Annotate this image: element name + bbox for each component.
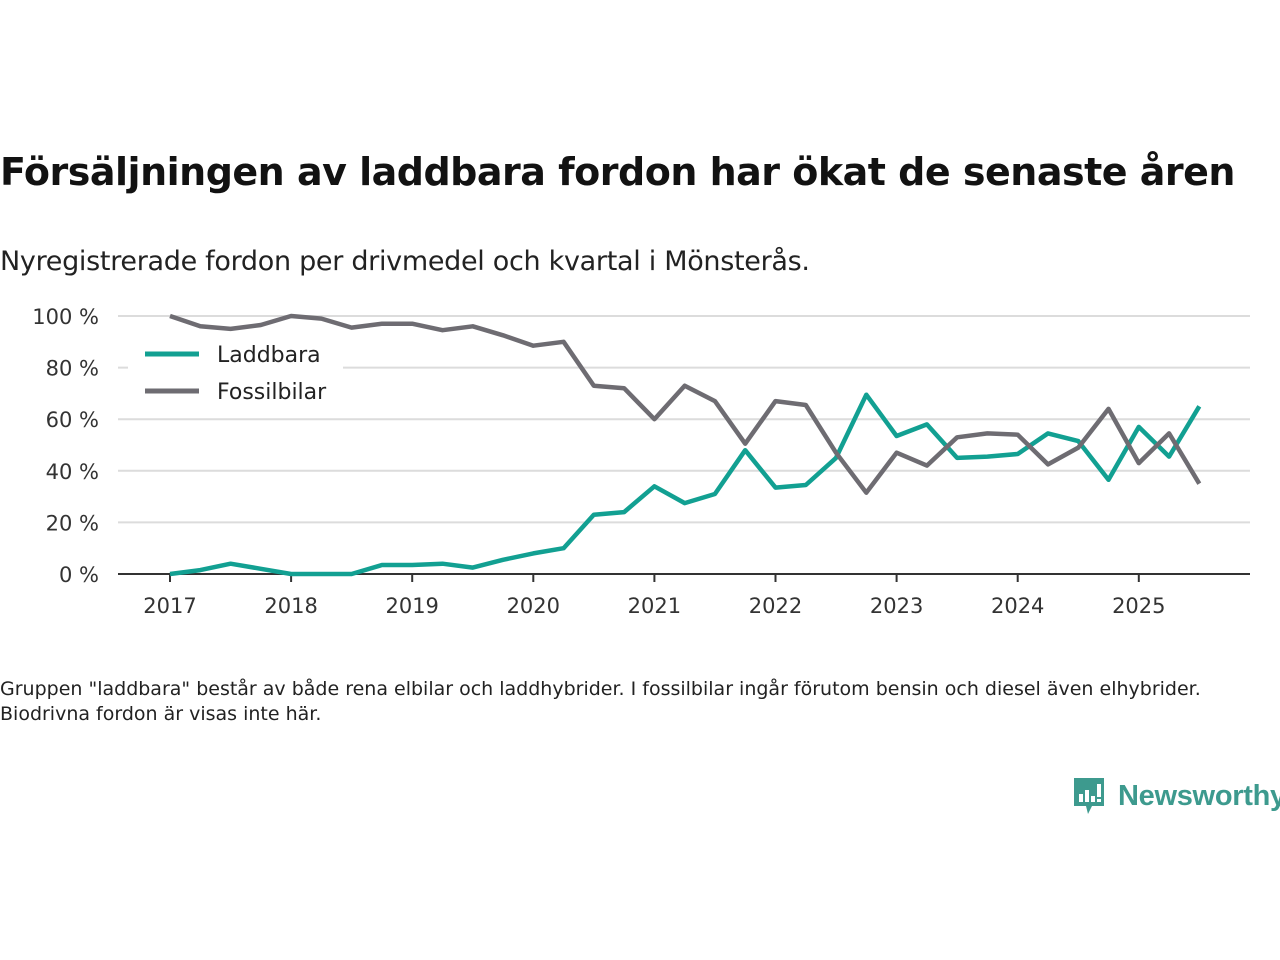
x-tick-label: 2025	[1112, 594, 1165, 618]
line-chart: 0 % 20 % 40 % 60 % 80 % 100 % 2017 2018 2019 202…	[32, 305, 1250, 618]
series-lines	[169, 313, 1202, 577]
y-tick-label: 20 %	[46, 511, 99, 535]
footnote: Gruppen "laddbara" består av både rena e…	[0, 678, 1201, 725]
legend-background	[128, 335, 343, 413]
y-tick-label: 40 %	[46, 460, 99, 484]
legend: Laddbara Fossilbilar	[128, 335, 343, 413]
brand-name: Newsworthy	[1118, 779, 1280, 812]
y-axis-ticks: 0 % 20 % 40 % 60 % 80 % 100 %	[32, 305, 99, 587]
y-tick-label: 80 %	[46, 357, 99, 381]
x-tick-label: 2020	[507, 594, 560, 618]
x-tick-label: 2024	[991, 594, 1044, 618]
series-line-fossilbilar	[169, 313, 1202, 495]
y-tick-label: 100 %	[32, 305, 99, 329]
y-tick-label: 0 %	[59, 563, 99, 587]
y-tick-label: 60 %	[46, 408, 99, 432]
x-tick-label: 2023	[870, 594, 923, 618]
chart-title: Försäljningen av laddbara fordon har öka…	[0, 150, 1235, 194]
newsworthy-logo-icon	[1074, 778, 1104, 814]
series-line-laddbara	[169, 392, 1202, 577]
x-tick-label: 2021	[628, 594, 681, 618]
x-tick-label: 2017	[143, 594, 196, 618]
x-axis: 2017 2018 2019 2020 2021 2022 2023 2024 2025	[118, 573, 1250, 618]
x-tick-label: 2018	[264, 594, 317, 618]
x-tick-label: 2019	[385, 594, 438, 618]
chart-subtitle: Nyregistrerade fordon per drivmedel och …	[0, 246, 810, 277]
legend-label-fossilbilar: Fossilbilar	[217, 380, 327, 405]
legend-label-laddbara: Laddbara	[217, 343, 321, 368]
brand-logo[interactable]: Newsworthy	[1072, 776, 1280, 816]
x-tick-label: 2022	[749, 594, 802, 618]
